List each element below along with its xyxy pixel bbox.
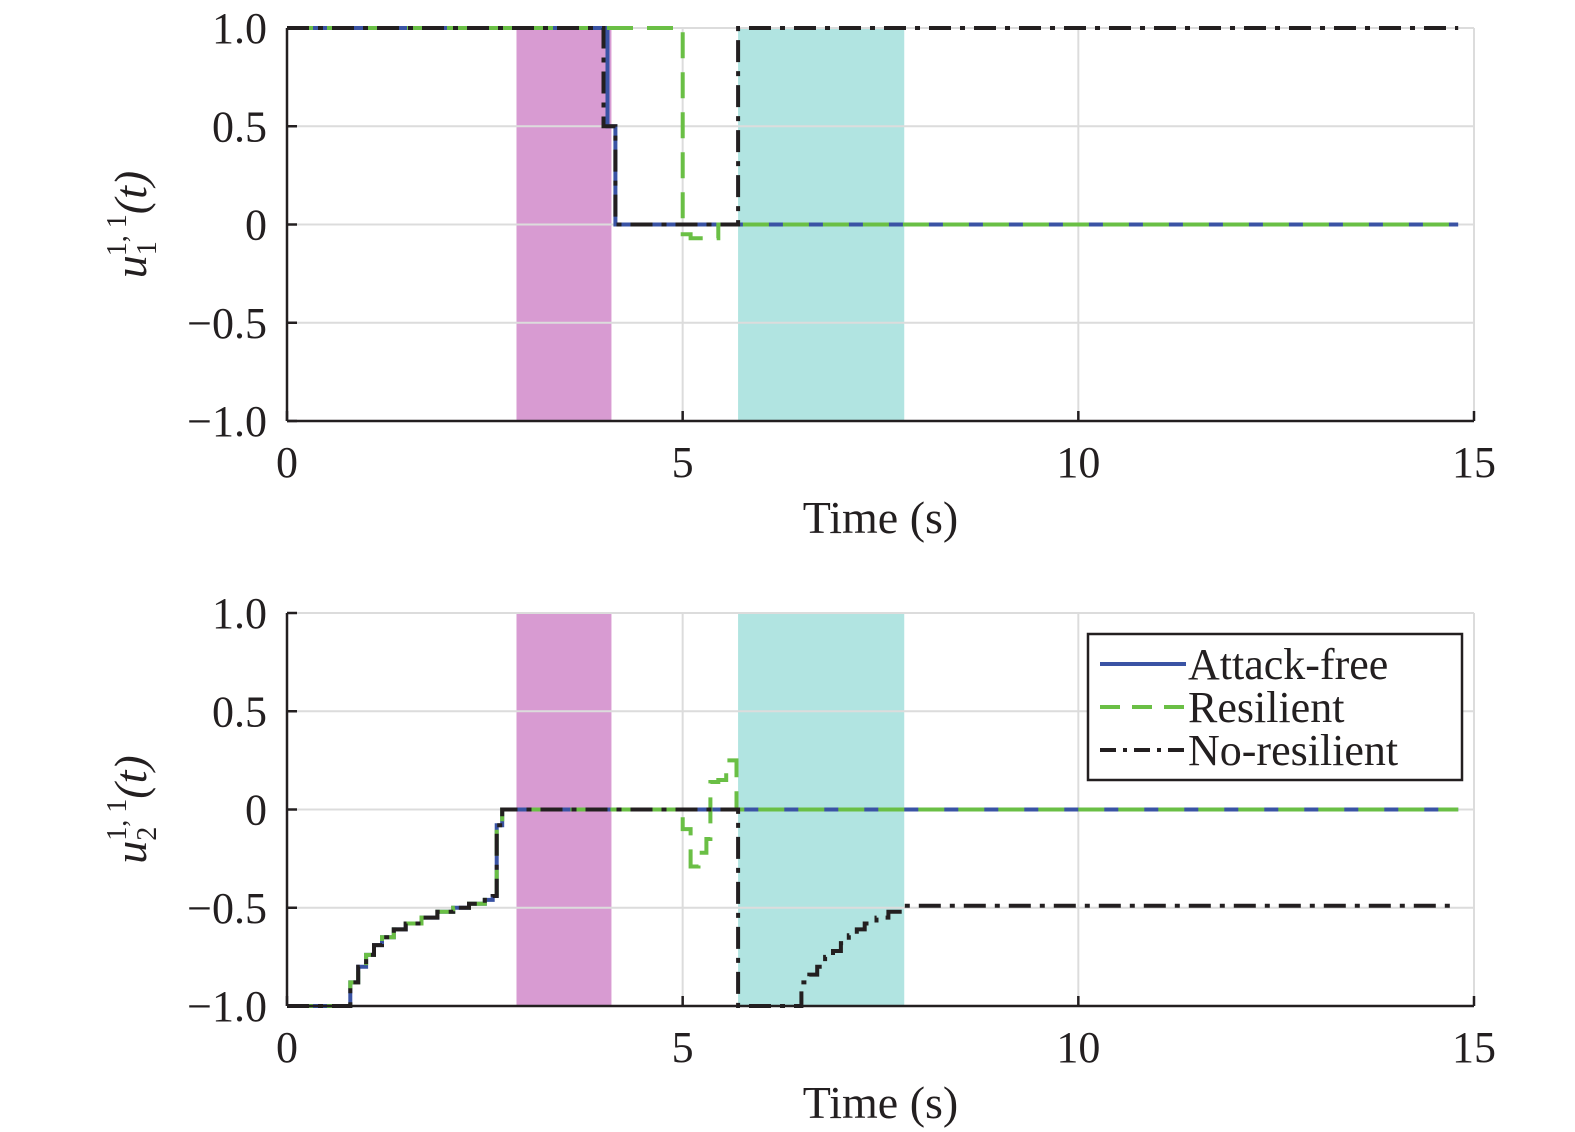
y-axis-label: u21, 1(t) [102,755,163,863]
x-tick-label: 15 [1452,438,1496,487]
y-axis-label: u11, 1(t) [102,171,163,278]
x-tick-label: 5 [672,1023,694,1072]
legend-label-resilient: Resilient [1188,683,1344,732]
x-tick-label: 5 [672,438,694,487]
legend-label-attack-free: Attack-free [1188,640,1388,689]
panel-top: 0 5 10 15 1.0 0.5 0 −0.5 −1.0 Time (s) u11, 1(t) [102,4,1496,543]
y-tick-label: −1.0 [187,982,267,1031]
y-tick-label: 0.5 [212,102,267,151]
x-tick-label: 15 [1452,1023,1496,1072]
y-tick-label: 0.5 [212,687,267,736]
series-line-no-resilient [287,807,1459,1008]
x-tick-label: 10 [1056,438,1100,487]
y-tick-label: −1.0 [187,397,267,446]
y-tick-label: −0.5 [187,884,267,933]
y-tick-label: −0.5 [187,299,267,348]
x-tick-label: 0 [276,438,298,487]
y-tick-label: 1.0 [212,589,267,638]
legend-label-no-resilient: No-resilient [1188,726,1398,775]
x-tick-label: 0 [276,1023,298,1072]
panel-bottom: 0 5 10 15 1.0 0.5 0 −0.5 −1.0 Time (s) u21, 1(t) At… [102,589,1496,1128]
y-tick-label: 0 [245,786,267,835]
y-tick-label: 0 [245,201,267,250]
series-line-no-resilient [287,26,1459,227]
x-tick-label: 10 [1056,1023,1100,1072]
x-axis-label: Time (s) [803,1077,959,1128]
x-axis-label: Time (s) [803,492,959,543]
y-tick-label: 1.0 [212,4,267,53]
series-line-resilient [287,26,1459,241]
